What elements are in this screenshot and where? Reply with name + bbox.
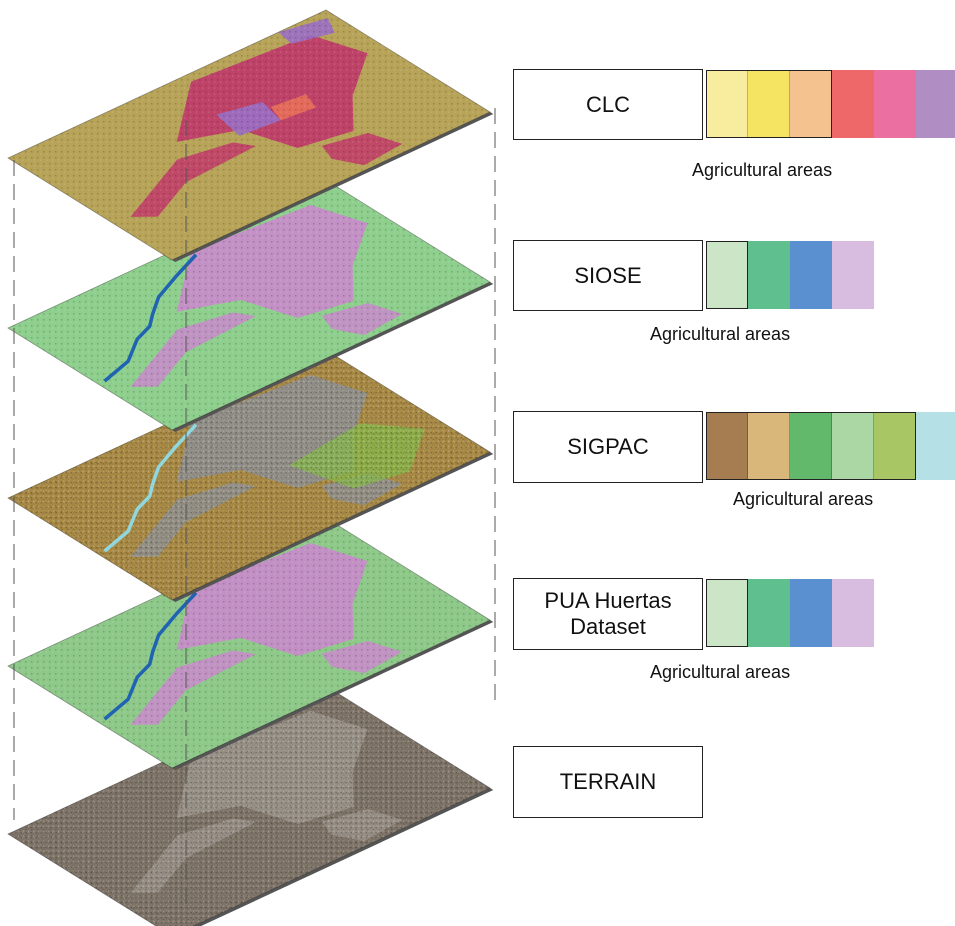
legend-swatch-siose-1: [706, 241, 748, 309]
legend-swatch-clc-3: [790, 70, 832, 138]
label-clc: CLC: [513, 69, 703, 140]
legend-swatch-pua-2: [748, 579, 790, 647]
legend-swatch-sigpac-4: [832, 412, 874, 480]
legend-swatch-clc-5: [874, 70, 916, 138]
map-sheet-sigpac: [7, 349, 494, 603]
legend-swatch-clc-4: [832, 70, 874, 138]
legend-swatches-pua: [706, 579, 874, 647]
legend-swatch-siose-3: [790, 241, 832, 309]
legend-swatch-sigpac-6: [916, 412, 955, 480]
caption-sigpac: Agricultural areas: [733, 489, 874, 509]
map-sheet-siose: [7, 179, 494, 433]
legend-swatches-clc: [706, 70, 955, 138]
label-terrain: TERRAIN: [513, 746, 703, 818]
label-sigpac: SIGPAC: [513, 411, 703, 483]
legend-swatch-clc-6: [916, 70, 955, 138]
map-sheet-clc: [7, 9, 494, 263]
legend-swatches-sigpac: [706, 412, 955, 480]
legend-swatch-sigpac-1: [706, 412, 748, 480]
caption-siose: Agricultural areas: [650, 324, 791, 344]
caption-clc: Agricultural areas: [692, 160, 833, 180]
caption-pua: Agricultural areas: [650, 662, 791, 682]
label-siose: SIOSE: [513, 240, 703, 311]
legend-swatch-clc-2: [748, 70, 790, 138]
legend-swatch-sigpac-3: [790, 412, 832, 480]
legend-swatch-clc-1: [706, 70, 748, 138]
legend-swatch-pua-3: [790, 579, 832, 647]
legend-swatches-siose: [706, 241, 874, 309]
map-sheet-pua: [7, 517, 494, 771]
map-sheet-terrain: [7, 685, 494, 926]
legend-swatch-sigpac-5: [874, 412, 916, 480]
legend-swatch-pua-1: [706, 579, 748, 647]
legend-swatch-sigpac-2: [748, 412, 790, 480]
legend-swatch-siose-2: [748, 241, 790, 309]
legend-swatch-pua-4: [832, 579, 874, 647]
label-pua-huertas: PUA Huertas Dataset: [513, 578, 703, 650]
legend-swatch-siose-4: [832, 241, 874, 309]
